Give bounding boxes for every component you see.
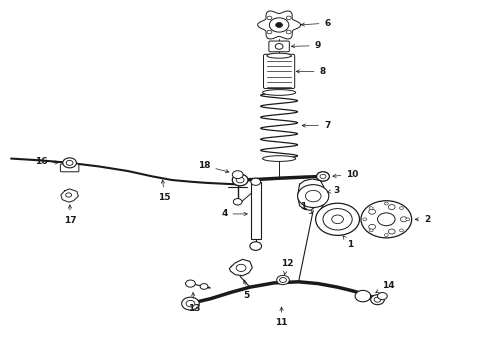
Circle shape (63, 158, 76, 168)
Circle shape (316, 203, 360, 235)
Circle shape (355, 291, 371, 302)
Circle shape (377, 293, 387, 300)
Text: 5: 5 (243, 280, 249, 300)
Circle shape (66, 193, 72, 197)
Circle shape (371, 295, 384, 305)
Text: 3: 3 (327, 186, 340, 195)
Circle shape (323, 208, 352, 230)
Text: 7: 7 (302, 121, 330, 130)
FancyBboxPatch shape (269, 41, 289, 52)
Circle shape (384, 202, 388, 205)
Ellipse shape (263, 156, 295, 161)
Circle shape (232, 174, 248, 186)
Text: 17: 17 (64, 205, 77, 225)
Circle shape (186, 280, 196, 287)
Polygon shape (61, 189, 78, 202)
FancyBboxPatch shape (60, 164, 79, 172)
Circle shape (275, 44, 283, 49)
Ellipse shape (267, 53, 291, 58)
Circle shape (332, 215, 343, 224)
Ellipse shape (263, 90, 295, 95)
Circle shape (286, 16, 291, 20)
Circle shape (280, 278, 287, 283)
Text: 11: 11 (275, 307, 288, 327)
Text: 1: 1 (343, 235, 354, 249)
Text: 6: 6 (301, 19, 331, 28)
Text: 13: 13 (188, 293, 200, 313)
Circle shape (363, 218, 367, 221)
Text: 2: 2 (415, 215, 430, 224)
Circle shape (66, 160, 73, 165)
Circle shape (377, 213, 395, 226)
Circle shape (361, 201, 412, 238)
Circle shape (374, 297, 381, 302)
Circle shape (388, 229, 395, 234)
Polygon shape (297, 179, 324, 210)
Circle shape (236, 264, 246, 271)
Circle shape (388, 204, 395, 210)
Text: 15: 15 (158, 180, 171, 202)
Circle shape (384, 234, 388, 237)
Circle shape (270, 18, 289, 32)
Circle shape (236, 177, 244, 183)
Bar (251, 182, 261, 239)
Circle shape (368, 209, 375, 214)
Circle shape (369, 229, 373, 232)
Circle shape (317, 172, 329, 181)
Circle shape (186, 300, 195, 307)
Polygon shape (258, 11, 300, 39)
Circle shape (267, 30, 272, 34)
Circle shape (236, 177, 244, 183)
Circle shape (276, 22, 283, 27)
Text: 8: 8 (296, 67, 326, 76)
Circle shape (277, 275, 289, 285)
Circle shape (251, 178, 261, 185)
Text: 18: 18 (198, 161, 229, 173)
Circle shape (232, 174, 248, 186)
Circle shape (267, 16, 272, 20)
Text: 16: 16 (35, 157, 58, 166)
Circle shape (305, 190, 321, 202)
Circle shape (400, 217, 407, 222)
Circle shape (250, 242, 262, 250)
Circle shape (369, 207, 373, 210)
Text: 12: 12 (281, 258, 293, 275)
Circle shape (297, 185, 329, 207)
Circle shape (399, 207, 403, 210)
Circle shape (320, 174, 326, 179)
Circle shape (406, 218, 410, 221)
FancyBboxPatch shape (264, 54, 294, 89)
Circle shape (399, 229, 403, 232)
Text: 14: 14 (376, 281, 395, 293)
Circle shape (317, 172, 329, 181)
Circle shape (232, 171, 243, 179)
Text: 4: 4 (221, 210, 247, 219)
Circle shape (233, 199, 242, 205)
Circle shape (200, 284, 208, 289)
Text: 1: 1 (300, 202, 313, 214)
Polygon shape (229, 259, 252, 276)
Circle shape (286, 30, 291, 34)
Text: 9: 9 (292, 41, 321, 50)
Circle shape (320, 174, 326, 179)
Circle shape (368, 224, 375, 229)
Text: 10: 10 (333, 170, 359, 179)
Circle shape (182, 297, 199, 310)
